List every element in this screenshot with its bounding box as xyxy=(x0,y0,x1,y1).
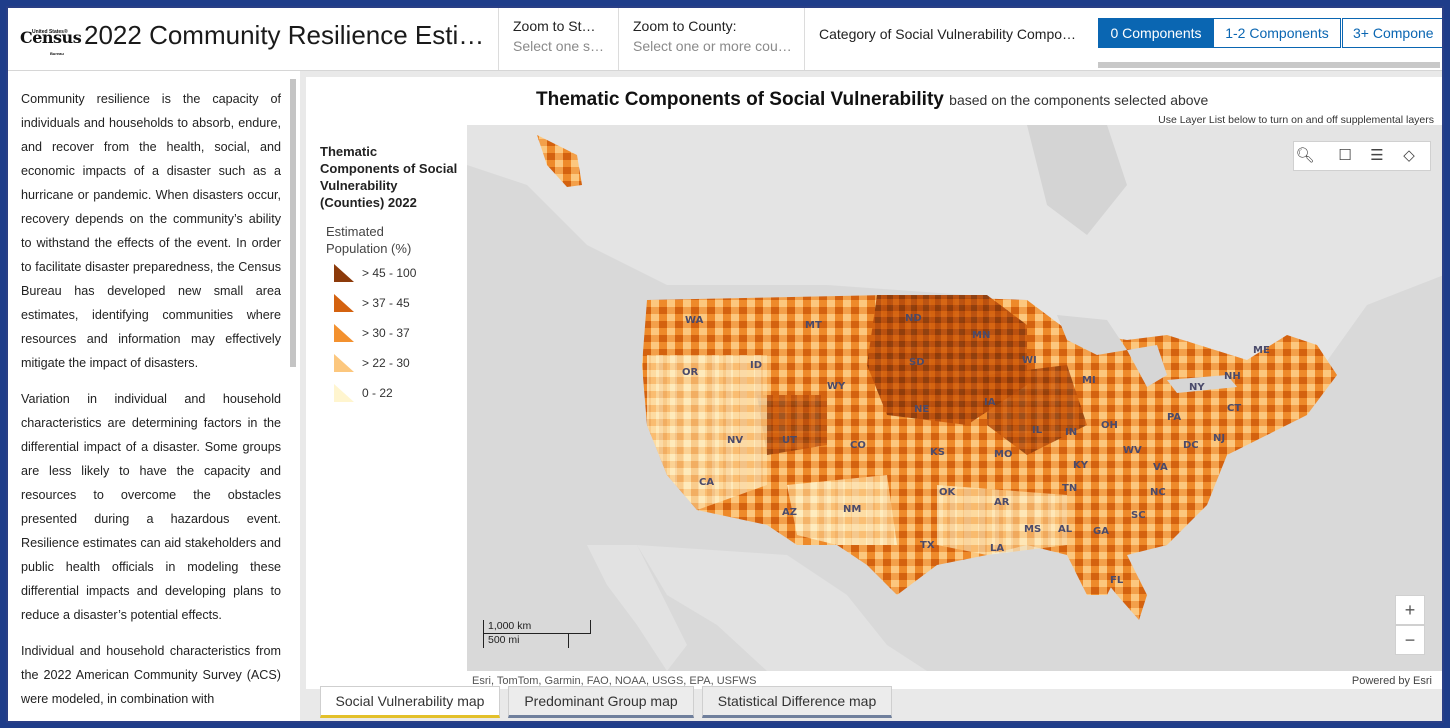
legend-title: Thematic Components of Social Vulnerabil… xyxy=(320,144,458,210)
category-selector[interactable]: Category of Social Vulnerability Compo… xyxy=(804,8,1096,70)
map-attribution: Esri, TomTom, Garmin, FAO, NOAA, USGS, E… xyxy=(472,675,757,687)
scale-mi: 500 mi xyxy=(483,634,569,648)
app-frame: United States® Census Bureau 2022 Commun… xyxy=(6,6,1444,723)
segment-3plus-components[interactable]: 3+ Compone xyxy=(1342,18,1442,48)
map-view[interactable]: WA MT ND MN OR ID SD WI MI WY NE IA NV U… xyxy=(467,125,1442,671)
svg-text:AL: AL xyxy=(1058,524,1073,535)
svg-text:WI: WI xyxy=(1022,355,1037,366)
svg-text:CO: CO xyxy=(850,440,866,451)
svg-text:MO: MO xyxy=(994,449,1012,460)
app-title: 2022 Community Resilience Esti… xyxy=(84,20,484,50)
map-panel: Thematic Components of Social Vulnerabil… xyxy=(306,77,1442,689)
legend-item-0-22: 0 - 22 xyxy=(334,384,393,404)
svg-text:NY: NY xyxy=(1189,382,1205,393)
svg-text:OH: OH xyxy=(1101,420,1118,431)
zoom-to-county-select[interactable]: Zoom to County: Select one or more cou… xyxy=(618,8,804,70)
svg-text:OK: OK xyxy=(939,487,957,498)
legend-item-37-45: > 37 - 45 xyxy=(334,294,410,314)
svg-text:NH: NH xyxy=(1224,371,1241,382)
layer-list-note: Use Layer List below to turn on and off … xyxy=(1158,114,1434,126)
legend-swatch xyxy=(334,294,354,312)
svg-text:GA: GA xyxy=(1093,526,1109,537)
svg-text:CT: CT xyxy=(1227,403,1241,414)
legend-swatch xyxy=(334,324,354,342)
census-logo: United States® Census Bureau xyxy=(20,28,82,56)
svg-text:FL: FL xyxy=(1110,575,1124,586)
category-label: Category of Social Vulnerability Compo… xyxy=(819,26,1077,42)
zoom-in-button[interactable]: + xyxy=(1395,595,1425,625)
svg-text:WV: WV xyxy=(1123,445,1142,456)
svg-text:MN: MN xyxy=(972,330,990,341)
svg-text:AR: AR xyxy=(994,497,1010,508)
svg-text:ME: ME xyxy=(1253,345,1270,356)
segment-1-2-components[interactable]: 1-2 Components xyxy=(1213,18,1341,48)
layers-icon[interactable]: ◇ xyxy=(1403,147,1415,164)
segment-scrollbar[interactable] xyxy=(1098,62,1440,68)
description-paragraph-3: Individual and household characteristics… xyxy=(21,644,281,706)
svg-text:SD: SD xyxy=(909,357,925,368)
svg-text:WA: WA xyxy=(685,315,704,326)
bookmark-icon[interactable]: ☐ xyxy=(1338,147,1352,164)
header: United States® Census Bureau 2022 Commun… xyxy=(8,8,1442,71)
zoom-out-button[interactable]: − xyxy=(1395,625,1425,655)
zoom-to-state-select[interactable]: Zoom to St… Select one s… xyxy=(498,8,618,70)
zoom-to-state-label: Zoom to St… xyxy=(513,18,596,34)
svg-text:MT: MT xyxy=(805,320,822,331)
legend-swatch xyxy=(334,264,354,282)
svg-text:ID: ID xyxy=(750,360,762,371)
svg-text:ND: ND xyxy=(905,313,922,324)
svg-text:NJ: NJ xyxy=(1213,433,1225,444)
search-icon[interactable]: 🔍︎ xyxy=(1295,147,1315,164)
svg-text:DC: DC xyxy=(1183,440,1199,451)
svg-text:OR: OR xyxy=(682,367,699,378)
description-panel: Community resilience is the capacity of … xyxy=(8,71,300,721)
legend-item-30-37: > 30 - 37 xyxy=(334,324,410,344)
zoom-to-county-label: Zoom to County: xyxy=(633,18,737,34)
description-scrollbar[interactable] xyxy=(290,79,296,367)
tab-social-vulnerability-map[interactable]: Social Vulnerability map xyxy=(320,686,500,718)
map-subtitle: based on the components selected above xyxy=(949,92,1209,108)
svg-text:VA: VA xyxy=(1153,462,1168,473)
legend-swatch xyxy=(334,354,354,372)
svg-text:NE: NE xyxy=(914,404,929,415)
svg-text:UT: UT xyxy=(782,435,797,446)
svg-text:TN: TN xyxy=(1062,483,1077,494)
tab-statistical-difference-map[interactable]: Statistical Difference map xyxy=(702,686,892,718)
svg-text:MS: MS xyxy=(1024,524,1041,535)
svg-text:SC: SC xyxy=(1131,510,1146,521)
svg-text:WY: WY xyxy=(827,381,846,392)
svg-text:TX: TX xyxy=(920,540,935,551)
map-title: Thematic Components of Social Vulnerabil… xyxy=(536,89,1209,110)
powered-by-esri[interactable]: Powered by Esri xyxy=(1351,675,1432,687)
segment-0-components[interactable]: 0 Components xyxy=(1098,18,1214,48)
zoom-to-state-placeholder: Select one s… xyxy=(513,38,604,54)
svg-text:PA: PA xyxy=(1167,412,1181,423)
scale-km: 1,000 km xyxy=(483,620,591,634)
svg-text:AZ: AZ xyxy=(782,507,797,518)
svg-text:CA: CA xyxy=(699,477,714,488)
zoom-to-county-placeholder: Select one or more cou… xyxy=(633,38,790,54)
legend-subtitle: Estimated Population (%) xyxy=(326,224,412,256)
svg-text:KY: KY xyxy=(1073,460,1089,471)
legend-item-45-100: > 45 - 100 xyxy=(334,264,416,284)
map-toolbar: 🔍︎ ☐ ☰ ◇ xyxy=(1293,141,1431,171)
svg-text:IA: IA xyxy=(984,397,996,408)
description-paragraph-1: Community resilience is the capacity of … xyxy=(21,92,281,370)
description-paragraph-2: Variation in individual and household ch… xyxy=(21,392,281,622)
svg-text:IL: IL xyxy=(1032,425,1043,436)
svg-text:NC: NC xyxy=(1150,487,1166,498)
svg-text:MI: MI xyxy=(1082,375,1096,386)
svg-text:LA: LA xyxy=(990,543,1004,554)
tab-predominant-group-map[interactable]: Predominant Group map xyxy=(508,686,694,718)
legend-item-22-30: > 22 - 30 xyxy=(334,354,410,374)
svg-text:IN: IN xyxy=(1065,427,1077,438)
legend-swatch xyxy=(334,384,354,402)
basemap: WA MT ND MN OR ID SD WI MI WY NE IA NV U… xyxy=(467,125,1442,671)
legend-icon[interactable]: ☰ xyxy=(1370,147,1384,164)
svg-text:NV: NV xyxy=(727,435,743,446)
svg-text:NM: NM xyxy=(843,504,861,515)
svg-text:KS: KS xyxy=(930,447,945,458)
